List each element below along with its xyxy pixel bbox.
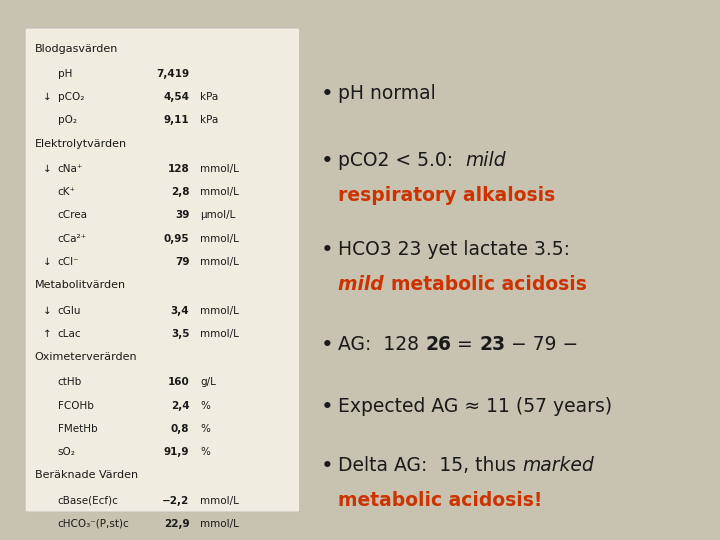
Text: 0,8: 0,8 <box>171 424 189 434</box>
Text: g/L: g/L <box>200 377 216 387</box>
Text: 128: 128 <box>168 164 189 174</box>
Text: 3,4: 3,4 <box>171 306 189 315</box>
Text: mmol/L: mmol/L <box>200 306 239 315</box>
Text: mmol/L: mmol/L <box>200 519 239 529</box>
Text: 2,8: 2,8 <box>171 187 189 197</box>
Text: Expected AG ≈ 11 (57 years): Expected AG ≈ 11 (57 years) <box>338 397 613 416</box>
Text: 3,5: 3,5 <box>171 329 189 339</box>
Text: HCO3 23 yet lactate 3.5:: HCO3 23 yet lactate 3.5: <box>338 240 570 259</box>
Text: •: • <box>320 151 333 171</box>
Text: ↑: ↑ <box>43 329 52 339</box>
Text: ↓: ↓ <box>43 257 52 267</box>
Text: 39: 39 <box>175 211 189 220</box>
Text: metabolic acidosis!: metabolic acidosis! <box>338 491 543 510</box>
Text: FCOHb: FCOHb <box>58 401 94 410</box>
Text: mild: mild <box>338 275 390 294</box>
Text: •: • <box>320 240 333 260</box>
Text: 9,11: 9,11 <box>163 116 189 125</box>
Text: Elektrolytvärden: Elektrolytvärden <box>35 139 127 148</box>
Text: ↓: ↓ <box>43 164 52 174</box>
Text: cHCO₃⁻(P,st)ᴄ: cHCO₃⁻(P,st)ᴄ <box>58 519 130 529</box>
Text: respiratory alkalosis: respiratory alkalosis <box>338 186 556 205</box>
Text: 4,54: 4,54 <box>163 92 189 102</box>
Text: Blodgasvärden: Blodgasvärden <box>35 44 118 53</box>
Text: cBase(Ecf)ᴄ: cBase(Ecf)ᴄ <box>58 496 119 505</box>
Text: cK⁺: cK⁺ <box>58 187 76 197</box>
FancyBboxPatch shape <box>25 28 300 512</box>
Text: mmol/L: mmol/L <box>200 187 239 197</box>
Text: mild: mild <box>466 151 506 170</box>
Text: cLac: cLac <box>58 329 81 339</box>
Text: cNa⁺: cNa⁺ <box>58 164 83 174</box>
Text: metabolic acidosis: metabolic acidosis <box>390 275 586 294</box>
Text: 160: 160 <box>168 377 189 387</box>
Text: •: • <box>320 84 333 104</box>
Text: •: • <box>320 456 333 476</box>
Text: 26: 26 <box>426 335 451 354</box>
Text: ctHb: ctHb <box>58 377 82 387</box>
Text: mmol/L: mmol/L <box>200 164 239 174</box>
Text: 23: 23 <box>479 335 505 354</box>
Text: 91,9: 91,9 <box>164 447 189 457</box>
Text: =: = <box>451 335 479 354</box>
Text: −2,2: −2,2 <box>162 496 189 505</box>
Text: mmol/L: mmol/L <box>200 329 239 339</box>
Text: 79: 79 <box>175 257 189 267</box>
Text: mmol/L: mmol/L <box>200 234 239 244</box>
Text: FMetHb: FMetHb <box>58 424 97 434</box>
Text: Beräknade Värden: Beräknade Värden <box>35 470 138 480</box>
Text: ↓: ↓ <box>43 92 52 102</box>
Text: ↓: ↓ <box>43 306 52 315</box>
Text: cCl⁻: cCl⁻ <box>58 257 79 267</box>
Text: pCO2 < 5.0:: pCO2 < 5.0: <box>338 151 466 170</box>
Text: 0,95: 0,95 <box>163 234 189 244</box>
Text: pCO₂: pCO₂ <box>58 92 84 102</box>
Text: cCa²⁺: cCa²⁺ <box>58 234 86 244</box>
Text: mmol/L: mmol/L <box>200 496 239 505</box>
Text: cCrea: cCrea <box>58 211 88 220</box>
Text: •: • <box>320 335 333 355</box>
Text: cGlu: cGlu <box>58 306 81 315</box>
Text: kPa: kPa <box>200 116 218 125</box>
Text: μmol/L: μmol/L <box>200 211 235 220</box>
Text: %: % <box>200 447 210 457</box>
Text: pO₂: pO₂ <box>58 116 76 125</box>
Text: kPa: kPa <box>200 92 218 102</box>
Text: mmol/L: mmol/L <box>200 257 239 267</box>
Text: Metabolitvärden: Metabolitvärden <box>35 280 126 290</box>
Text: %: % <box>200 401 210 410</box>
Text: sO₂: sO₂ <box>58 447 76 457</box>
Text: 2,4: 2,4 <box>171 401 189 410</box>
Text: − 79 −: − 79 − <box>505 335 579 354</box>
Text: 7,419: 7,419 <box>156 69 189 79</box>
Text: 22,9: 22,9 <box>163 519 189 529</box>
Text: AG:  128: AG: 128 <box>338 335 426 354</box>
Text: marked: marked <box>523 456 594 475</box>
Text: Delta AG:  15, thus: Delta AG: 15, thus <box>338 456 523 475</box>
Text: •: • <box>320 397 333 417</box>
Text: pH: pH <box>58 69 72 79</box>
Text: Oximeterverärden: Oximeterverärden <box>35 352 138 362</box>
Text: pH normal: pH normal <box>338 84 436 103</box>
Text: %: % <box>200 424 210 434</box>
